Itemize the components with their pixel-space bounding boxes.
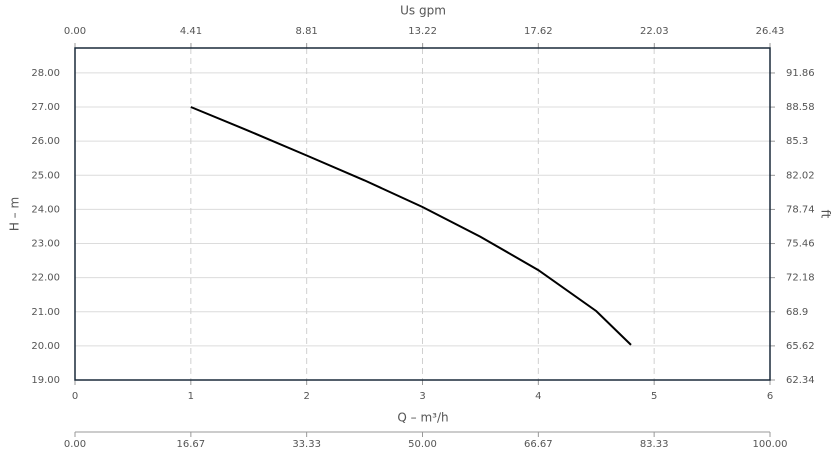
right-axis-title: ft xyxy=(819,210,833,219)
top-tick-label: 4.41 xyxy=(180,26,202,37)
y-tick-label: 21.00 xyxy=(31,307,60,318)
y-tick-label: 28.00 xyxy=(31,68,60,79)
y-tick-label: 22.00 xyxy=(31,273,60,284)
x-tick-label: 3 xyxy=(419,391,425,402)
x-tick-label: 0 xyxy=(72,391,78,402)
y-tick-label: 24.00 xyxy=(31,204,60,215)
bottom2-tick-label: 100.00 xyxy=(753,439,788,450)
y-tick-label: 20.00 xyxy=(31,341,60,352)
x-tick-label: 2 xyxy=(303,391,309,402)
y-axis-title: H – m xyxy=(8,197,22,231)
top-tick-label: 26.43 xyxy=(756,26,785,37)
bottom2-tick-label: 16.67 xyxy=(177,439,206,450)
plot-frame xyxy=(74,47,771,381)
y-tick-label: 27.00 xyxy=(31,102,60,113)
top-tick-label: 13.22 xyxy=(408,26,437,37)
top-tick-label: 8.81 xyxy=(296,26,318,37)
y-tick-label: 26.00 xyxy=(31,136,60,147)
bottom2-tick-label: 83.33 xyxy=(640,439,669,450)
top-axis-title: Us gpm xyxy=(400,4,446,18)
top-tick-label: 22.03 xyxy=(640,26,669,37)
right-tick-label: 85.3 xyxy=(786,136,808,147)
bottom2-tick-label: 33.33 xyxy=(292,439,321,450)
curve xyxy=(190,106,632,346)
y-tick-label: 25.00 xyxy=(31,170,60,181)
x-tick-label: 6 xyxy=(767,391,773,402)
right-tick-label: 82.02 xyxy=(786,170,815,181)
right-tick-label: 62.34 xyxy=(786,375,815,386)
right-tick-label: 65.62 xyxy=(786,341,815,352)
x-tick-label: 1 xyxy=(188,391,194,402)
bottom2-tick-label: 0.00 xyxy=(64,439,86,450)
top-tick-label: 0.00 xyxy=(64,26,86,37)
right-tick-label: 72.18 xyxy=(786,273,815,284)
y-tick-label: 19.00 xyxy=(31,375,60,386)
x-tick-label: 4 xyxy=(535,391,541,402)
bottom2-tick-label: 50.00 xyxy=(408,439,437,450)
right-tick-label: 75.46 xyxy=(786,239,815,250)
y-tick-label: 23.00 xyxy=(31,239,60,250)
right-tick-label: 88.58 xyxy=(786,102,815,113)
x-axis-title: Q – m³/h xyxy=(397,411,448,425)
bottom2-tick-label: 66.67 xyxy=(524,439,553,450)
right-tick-label: 91.86 xyxy=(786,68,815,79)
top-tick-label: 17.62 xyxy=(524,26,553,37)
right-tick-label: 68.9 xyxy=(786,307,808,318)
right-tick-label: 78.74 xyxy=(786,204,815,215)
x-tick-label: 5 xyxy=(651,391,657,402)
